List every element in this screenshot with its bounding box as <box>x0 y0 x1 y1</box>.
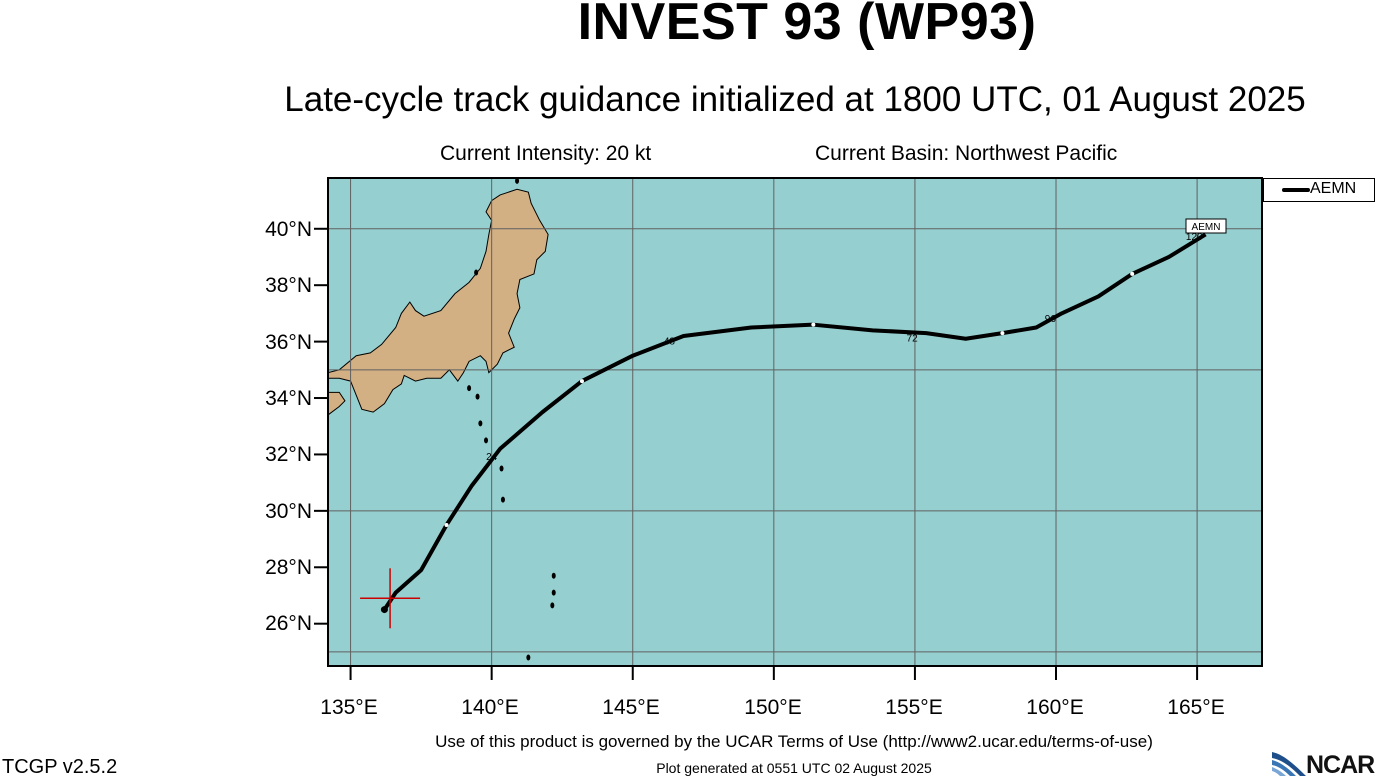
track-interval-marker <box>811 322 816 327</box>
terms-of-use: Use of this product is governed by the U… <box>435 732 1153 751</box>
ocean-area <box>328 178 1262 666</box>
track-interval-marker <box>579 379 584 384</box>
track-line-aemn <box>382 232 1207 611</box>
land-honshu <box>327 188 549 413</box>
lat-label-32: 32°N <box>265 443 312 466</box>
lat-label-30: 30°N <box>265 500 312 523</box>
small-island <box>526 654 531 661</box>
legend-label: AEMN <box>1310 180 1357 197</box>
small-island <box>550 602 555 609</box>
forecast-hour-label: 72 <box>907 334 919 345</box>
lon-label-135: 135°E <box>320 696 378 719</box>
page-title: INVEST 93 (WP93) <box>577 0 1037 51</box>
forecast-hour-label: 96 <box>1045 314 1057 325</box>
forecast-hour-label: 48 <box>664 336 676 347</box>
ncar-logo-text: NCAR <box>1306 751 1375 779</box>
lat-label-40: 40°N <box>265 218 312 241</box>
axis-ticks <box>314 227 1199 680</box>
page-subtitle: Late-cycle track guidance initialized at… <box>284 80 1306 119</box>
map-grid <box>328 178 1262 666</box>
lat-label-28: 28°N <box>265 556 312 579</box>
small-island <box>484 437 489 444</box>
legend: AEMN <box>1263 178 1375 202</box>
lat-label-36: 36°N <box>265 331 312 354</box>
lat-label-34: 34°N <box>265 387 312 410</box>
small-island <box>478 420 483 427</box>
lon-label-145: 145°E <box>602 696 660 719</box>
small-island <box>475 393 480 400</box>
map-frame <box>327 177 1263 667</box>
track-interval-marker <box>444 522 449 527</box>
lat-label-26: 26°N <box>265 612 312 635</box>
small-island <box>474 269 479 276</box>
small-island <box>467 385 472 392</box>
small-island <box>499 465 504 472</box>
track-start-point <box>380 606 388 614</box>
small-island <box>515 177 520 184</box>
lon-label-150: 150°E <box>744 696 802 719</box>
ncar-logo: NCAR <box>1270 748 1375 779</box>
track-end-label: AEMN <box>1185 218 1227 234</box>
ncar-logo-icon <box>1272 752 1306 776</box>
track-interval-marker <box>1000 331 1005 336</box>
small-island <box>500 496 505 503</box>
generated-timestamp: Plot generated at 0551 UTC 02 August 202… <box>656 760 932 776</box>
lon-label-165: 165°E <box>1167 696 1225 719</box>
lon-label-155: 155°E <box>885 696 943 719</box>
lon-label-140: 140°E <box>461 696 519 719</box>
legend-line-swatch <box>1282 188 1310 192</box>
lat-label-38: 38°N <box>265 274 312 297</box>
track-interval-marker <box>1130 271 1135 276</box>
small-island <box>551 572 556 579</box>
track-end-label-text: AEMN <box>1192 222 1221 233</box>
current-intensity: Current Intensity: 20 kt <box>440 142 652 165</box>
current-basin: Current Basin: Northwest Pacific <box>815 142 1118 165</box>
small-island <box>551 589 556 596</box>
forecast-hour-label: 120 <box>1186 232 1203 243</box>
version-label: TCGP v2.5.2 <box>2 756 118 778</box>
track-group: 24 48 72 96 120 <box>360 232 1207 629</box>
forecast-hour-label: 24 <box>486 452 498 463</box>
lon-label-160: 160°E <box>1026 696 1084 719</box>
